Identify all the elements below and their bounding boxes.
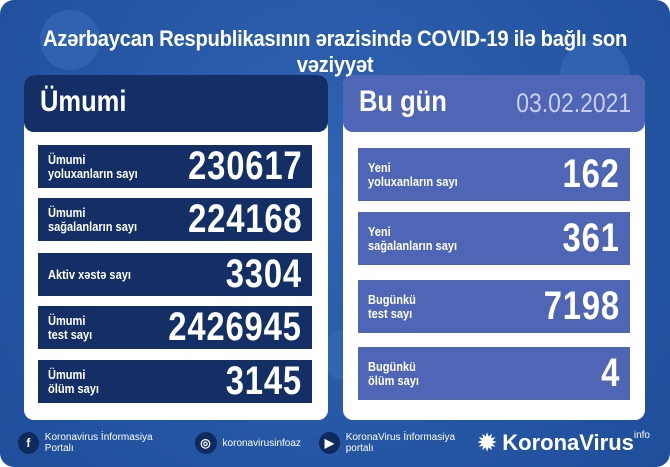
instagram-link[interactable]: ◎ koronavirusinfoaz xyxy=(194,432,301,454)
total-heading: Ümumi xyxy=(40,85,127,118)
stat-label: Ümumi xyxy=(48,312,86,328)
stat-value: 4 xyxy=(600,351,620,395)
stat-row: Yeni yoluxanların sayı 162 xyxy=(358,148,630,201)
stat-label: yoluxanların sayı xyxy=(48,165,138,181)
today-header: Bu gün 03.02.2021 xyxy=(343,75,645,132)
stat-label: Bugünkü xyxy=(368,291,416,307)
stat-row: Ümumi yoluxanların sayı 230617 xyxy=(38,144,312,188)
total-panel: Ümumi Ümumi yoluxanların sayı 230617 Ümumi… xyxy=(24,75,328,420)
stat-row: Ümumi test sayı 2426945 xyxy=(38,305,312,349)
facebook-link[interactable]: f Koronavirus İnformasiya Portalı xyxy=(18,432,177,454)
youtube-link[interactable]: ▶ KoronaVirus İnformasiya portalı xyxy=(318,432,478,454)
stat-value: 3145 xyxy=(225,359,302,403)
page-title: Azərbaycan Respublikasının ərazisində CO… xyxy=(42,26,628,77)
stat-label: Yeni xyxy=(368,223,391,239)
stat-row: Ümumi ölüm sayı 3145 xyxy=(38,359,312,403)
brand-sup: info xyxy=(633,430,650,441)
stat-label: Ümumi xyxy=(48,151,86,167)
stat-label: sağalanların sayı xyxy=(48,218,138,234)
stat-value: 2426945 xyxy=(168,305,302,349)
stat-value: 230617 xyxy=(187,144,302,188)
stat-label: Yeni xyxy=(368,159,391,175)
sun-icon: ✹ xyxy=(477,430,497,455)
stat-label: Aktiv xəstə sayı xyxy=(48,266,131,282)
instagram-label: koronavirusinfoaz xyxy=(222,437,301,449)
stat-value: 224168 xyxy=(187,197,302,241)
stat-label: Ümumi xyxy=(48,204,86,220)
stat-label: sağalanların sayı xyxy=(368,237,458,253)
total-header: Ümumi xyxy=(24,75,328,132)
facebook-icon: f xyxy=(18,432,39,454)
stat-label: test sayı xyxy=(48,326,93,342)
stat-row: Bugünkü ölüm sayı 4 xyxy=(358,347,630,400)
youtube-icon: ▶ xyxy=(318,432,340,454)
facebook-label: Koronavirus İnformasiya Portalı xyxy=(44,432,153,454)
virus-decoration xyxy=(40,10,100,70)
stat-label: Ümumi xyxy=(48,366,86,382)
footer: f Koronavirus İnformasiya Portalı ◎ korona… xyxy=(0,428,670,458)
today-panel: Bu gün 03.02.2021 Yeni yoluxanların sayı 16… xyxy=(343,75,645,420)
date: 03.02.2021 xyxy=(516,88,631,118)
stat-value: 162 xyxy=(562,152,620,196)
brand-name: KoronaVirus xyxy=(502,430,634,455)
stat-value: 7198 xyxy=(543,284,620,328)
stat-label: Bugünkü xyxy=(368,358,416,374)
stat-row: Yeni sağalanların sayı 361 xyxy=(358,212,630,265)
stat-row: Aktiv xəstə sayı 3304 xyxy=(38,252,312,296)
stat-label: test sayı xyxy=(368,305,413,321)
stat-label: yoluxanların sayı xyxy=(368,173,458,189)
youtube-label: KoronaVirus İnformasiya portalı xyxy=(345,432,456,454)
brand-logo: ✹ KoronaVirus info xyxy=(478,430,650,456)
stat-value: 361 xyxy=(562,216,620,260)
instagram-icon: ◎ xyxy=(194,432,217,454)
stat-value: 3304 xyxy=(225,252,302,296)
stat-label: ölüm sayı xyxy=(48,380,99,396)
stat-row: Ümumi sağalanların sayı 224168 xyxy=(38,197,312,241)
today-heading: Bu gün xyxy=(359,85,447,118)
stat-label: ölüm sayı xyxy=(368,372,419,388)
stat-row: Bugünkü test sayı 7198 xyxy=(358,280,630,333)
